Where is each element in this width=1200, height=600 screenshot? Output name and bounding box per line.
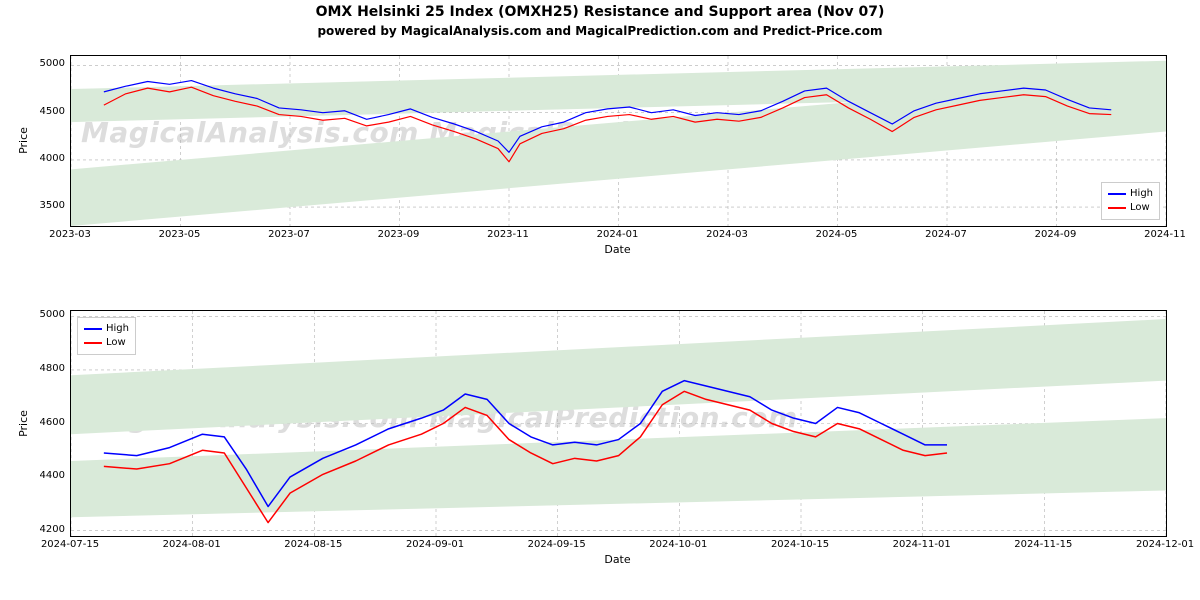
legend-label: Low	[106, 336, 126, 350]
figure-title: OMX Helsinki 25 Index (OMXH25) Resistanc…	[0, 0, 1200, 20]
ytick-label: 4600	[30, 417, 65, 428]
legend: HighLow	[77, 317, 136, 355]
xtick-label: 2024-11-01	[882, 539, 962, 550]
y-axis-label: Price	[17, 410, 30, 437]
ytick-label: 4200	[30, 524, 65, 535]
xtick-label: 2024-10-15	[760, 539, 840, 550]
ytick-label: 4800	[30, 363, 65, 374]
legend-swatch	[84, 342, 102, 344]
legend-swatch	[84, 328, 102, 330]
legend-item: High	[1108, 187, 1153, 201]
legend-swatch	[1108, 207, 1126, 209]
xtick-label: 2024-11	[1125, 229, 1200, 240]
ytick-label: 5000	[30, 58, 65, 69]
xtick-label: 2023-07	[249, 229, 329, 240]
xtick-label: 2024-01	[578, 229, 658, 240]
chart-bottom: MagicalAnalysis.com MagicalPrediction.co…	[70, 310, 1167, 537]
ytick-label: 3500	[30, 200, 65, 211]
xtick-label: 2024-11-15	[1003, 539, 1083, 550]
figure-container: OMX Helsinki 25 Index (OMXH25) Resistanc…	[0, 0, 1200, 600]
ytick-label: 5000	[30, 309, 65, 320]
ytick-label: 4400	[30, 470, 65, 481]
xtick-label: 2024-05	[797, 229, 877, 240]
xtick-label: 2023-09	[359, 229, 439, 240]
xtick-label: 2024-08-01	[152, 539, 232, 550]
legend-swatch	[1108, 193, 1126, 195]
xtick-label: 2024-09	[1016, 229, 1096, 240]
legend-label: High	[1130, 187, 1153, 201]
legend-item: Low	[84, 336, 129, 350]
chart-top: MagicalAnalysis.com MagicalPrediction.co…	[70, 55, 1167, 227]
ytick-label: 4500	[30, 106, 65, 117]
xtick-label: 2024-03	[687, 229, 767, 240]
ytick-label: 4000	[30, 153, 65, 164]
xtick-label: 2023-11	[468, 229, 548, 240]
xtick-label: 2024-09-01	[395, 539, 475, 550]
figure-subtitle: powered by MagicalAnalysis.com and Magic…	[0, 20, 1200, 38]
xtick-label: 2024-08-15	[273, 539, 353, 550]
legend: HighLow	[1101, 182, 1160, 220]
xtick-label: 2024-10-01	[638, 539, 718, 550]
y-axis-label: Price	[17, 127, 30, 154]
xtick-label: 2023-03	[30, 229, 110, 240]
xtick-label: 2024-12-01	[1125, 539, 1200, 550]
legend-item: High	[84, 322, 129, 336]
xtick-label: 2023-05	[140, 229, 220, 240]
xtick-label: 2024-07	[906, 229, 986, 240]
xtick-label: 2024-07-15	[30, 539, 110, 550]
x-axis-label: Date	[588, 243, 648, 256]
xtick-label: 2024-09-15	[517, 539, 597, 550]
legend-item: Low	[1108, 201, 1153, 215]
legend-label: High	[106, 322, 129, 336]
legend-label: Low	[1130, 201, 1150, 215]
x-axis-label: Date	[588, 553, 648, 566]
